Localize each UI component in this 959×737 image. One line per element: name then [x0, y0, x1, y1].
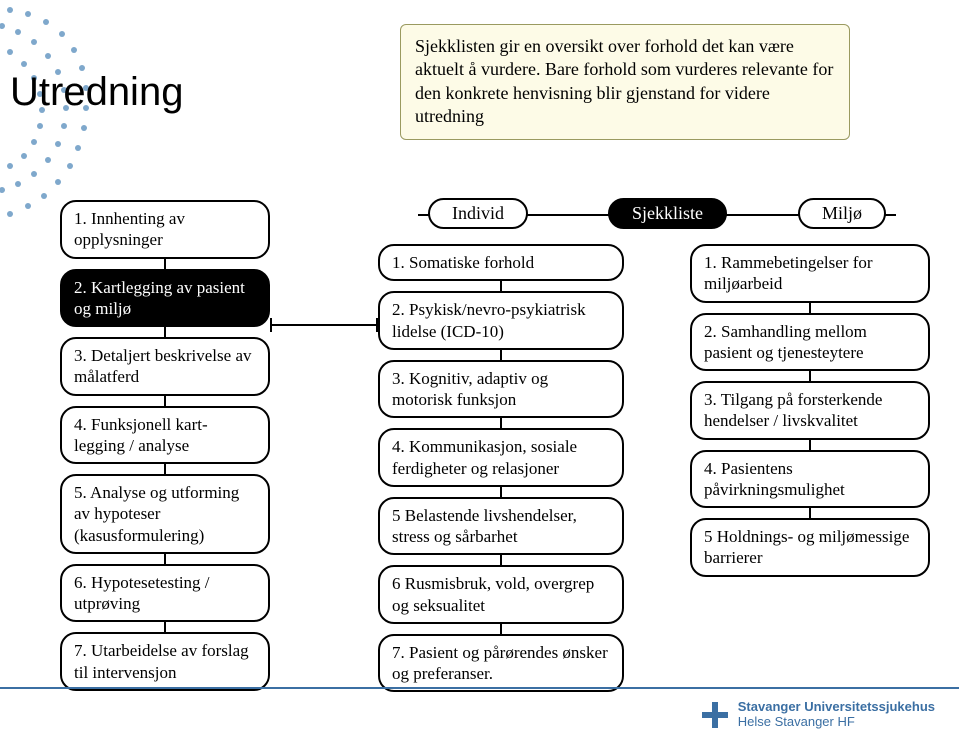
footer-logo: Stavanger Universitetssjukehus Helse Sta…	[702, 700, 935, 729]
left-node-2: 2. Kartlegging av pasient og miljø	[60, 269, 270, 328]
left-column: 1. Innhenting av opplysninger 2. Kartleg…	[60, 200, 270, 691]
page-title: Utredning	[10, 70, 183, 115]
footer-line2: Helse Stavanger HF	[738, 715, 935, 729]
intro-note: Sjekklisten gir en oversikt over forhold…	[400, 24, 850, 140]
mid-column: 1. Somatiske forhold 2. Psykisk/nevro-ps…	[378, 244, 624, 692]
left-node-3: 3. Detaljert beskrivelse av målatferd	[60, 337, 270, 396]
mid-node-6: 6 Rusmisbruk, vold, overgrep og seksuali…	[378, 565, 624, 624]
right-node-5: 5 Holdnings- og miljømessige barrierer	[690, 518, 930, 577]
plus-icon	[702, 702, 728, 728]
header-miljo: Miljø	[798, 198, 886, 229]
header-individ: Individ	[428, 198, 528, 229]
left-node-6: 6. Hypotesetesting / utprøving	[60, 564, 270, 623]
mid-node-4: 4. Kommunikasjon, sosiale ferdigheter og…	[378, 428, 624, 487]
left-node-4: 4. Funksjonell kart-legging / analyse	[60, 406, 270, 465]
mid-node-7: 7. Pasient og pårørendes ønsker og prefe…	[378, 634, 624, 693]
right-column: 1. Rammebetingelser for miljøarbeid 2. S…	[690, 244, 930, 577]
left-node-7: 7. Utarbeidelse av forslag til intervens…	[60, 632, 270, 691]
right-node-3: 3. Tilgang på forsterkende hendelser / l…	[690, 381, 930, 440]
right-node-2: 2. Samhandling mellom pasient og tjenest…	[690, 313, 930, 372]
right-node-1: 1. Rammebetingelser for miljøarbeid	[690, 244, 930, 303]
mid-node-3: 3. Kognitiv, adaptiv og motorisk funksjo…	[378, 360, 624, 419]
mid-node-2: 2. Psykisk/nevro-psykiatrisk lidelse (IC…	[378, 291, 624, 350]
header-sjekkliste: Sjekkliste	[608, 198, 727, 229]
footer-divider	[0, 687, 959, 689]
left-node-1: 1. Innhenting av opplysninger	[60, 200, 270, 259]
mid-node-5: 5 Belastende livshendelser, stress og så…	[378, 497, 624, 556]
footer-line1: Stavanger Universitetssjukehus	[738, 700, 935, 714]
header-row: Individ Sjekkliste Miljø	[378, 198, 936, 232]
right-node-4: 4. Pasientens påvirkningsmulighet	[690, 450, 930, 509]
left-node-5: 5. Analyse og utforming av hypoteser (ka…	[60, 474, 270, 554]
bridge-connector	[270, 324, 378, 326]
mid-node-1: 1. Somatiske forhold	[378, 244, 624, 281]
